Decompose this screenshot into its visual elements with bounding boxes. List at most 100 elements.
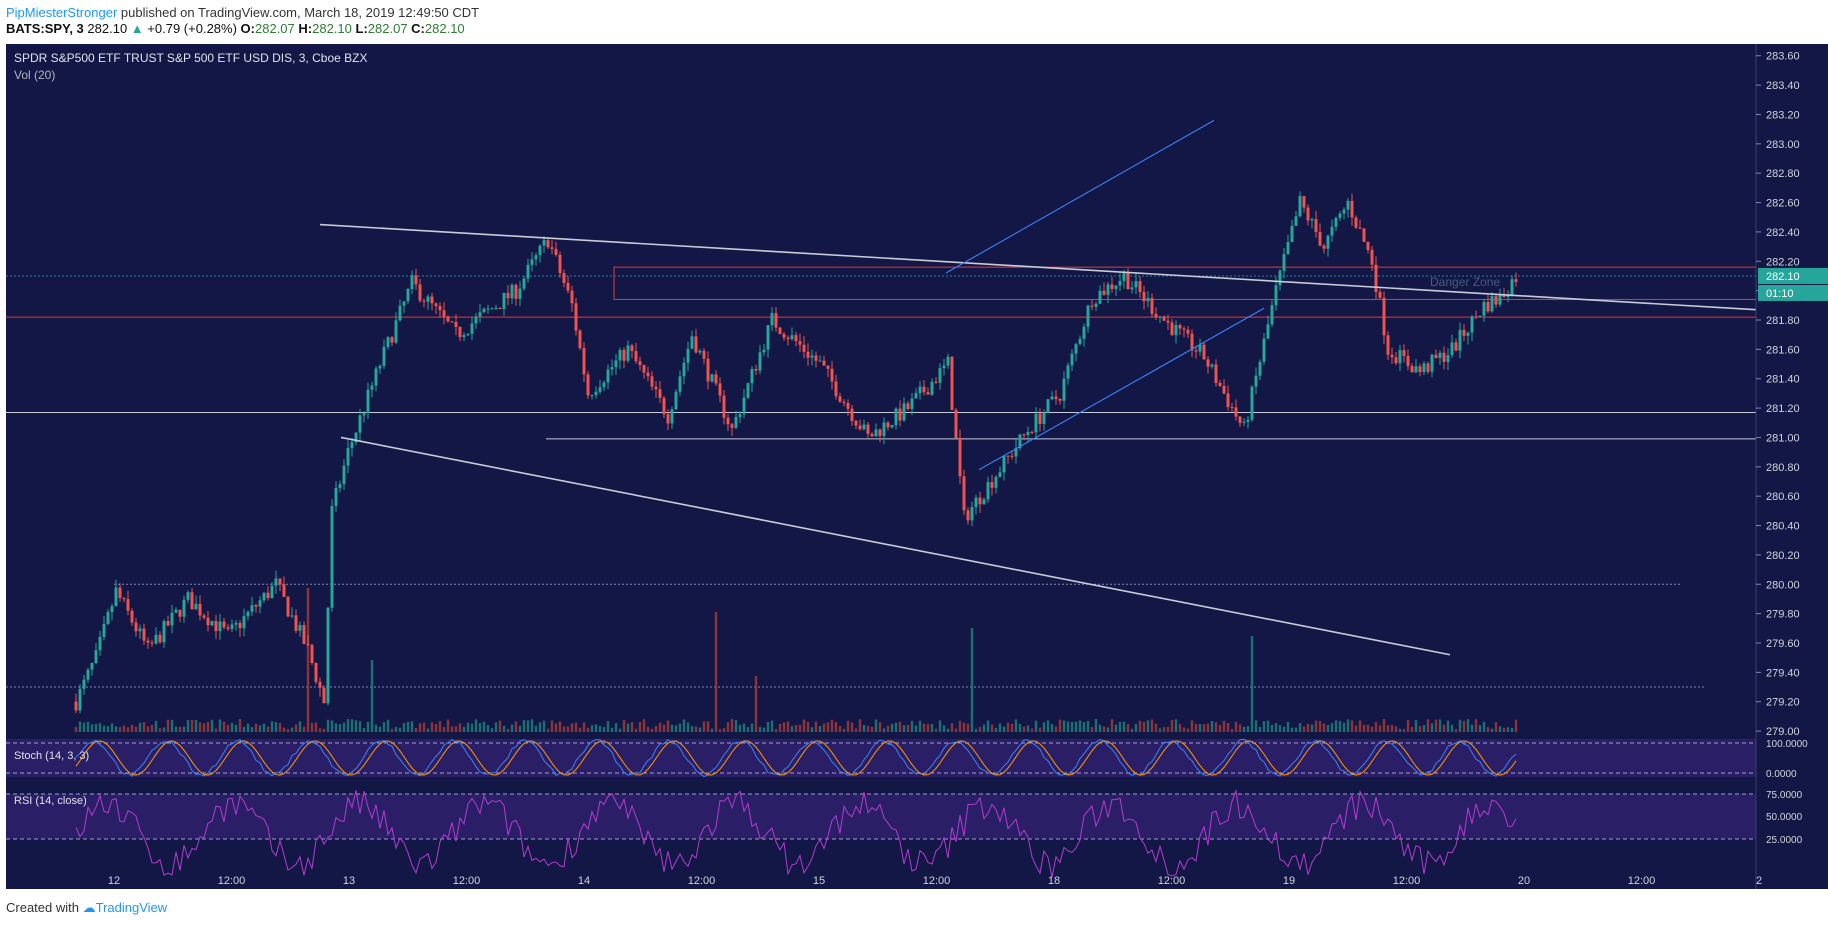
volume-bar: [766, 721, 770, 732]
candle-body: [370, 385, 374, 390]
change-value: +0.79 (+0.28%): [147, 21, 237, 36]
candle-body: [1266, 324, 1270, 339]
volume-bar: [370, 660, 374, 732]
candle-body: [1038, 413, 1042, 424]
volume-bar: [898, 721, 902, 732]
author-link[interactable]: PipMiesterStronger: [6, 5, 118, 20]
chart-svg[interactable]: 283.60 283.40 283.20 283.00 282.80 282.60 282.…: [6, 44, 1828, 889]
volume-bar: [1362, 724, 1366, 732]
candle-body: [1274, 285, 1278, 306]
candle-body: [1350, 200, 1354, 218]
candle-body: [206, 617, 210, 626]
candle-body: [126, 599, 130, 611]
ohlc-bar: BATS:SPY, 3 282.10 ▲ +0.79 (+0.28%) O:28…: [6, 21, 465, 36]
lower-trendline: [340, 436, 1451, 656]
candle-body: [682, 362, 686, 377]
candle-body: [1514, 279, 1518, 282]
volume-bar: [926, 723, 930, 732]
candle-body: [522, 278, 526, 289]
candle-body: [1354, 217, 1358, 228]
volume-bar: [338, 724, 342, 732]
candle-body: [630, 345, 634, 352]
time-tick-label: 12: [108, 875, 120, 887]
time-tick-label: 14: [578, 875, 590, 887]
volume-bar: [266, 726, 270, 732]
candle-body: [710, 374, 714, 382]
candle-body: [910, 398, 914, 410]
stoch-k-line: [75, 738, 1517, 778]
volume-bar: [390, 728, 394, 732]
volume-bar: [550, 720, 554, 732]
candle-body: [426, 296, 430, 302]
candle-body: [398, 305, 402, 321]
candle-body: [578, 330, 582, 349]
volume-bar: [906, 724, 910, 732]
volume-bar: [1406, 719, 1410, 732]
volume-bar: [246, 723, 250, 732]
volume-bar: [834, 722, 838, 732]
candle-body: [1498, 294, 1502, 305]
volume-bar: [1338, 720, 1342, 732]
volume-bar: [726, 722, 730, 732]
volume-bar: [646, 726, 650, 732]
volume-bar: [534, 725, 538, 732]
candle-body: [1318, 231, 1322, 246]
candle-body: [410, 275, 414, 289]
volume-bar: [118, 727, 122, 732]
volume-bar: [1178, 723, 1182, 732]
candle-body: [842, 401, 846, 404]
open-label: O:: [240, 21, 255, 36]
volume-bar: [762, 727, 766, 732]
volume-bar: [978, 726, 982, 732]
candle-body: [998, 472, 1002, 477]
candle-body: [762, 349, 766, 353]
volume-bar: [326, 719, 330, 732]
candle-body: [502, 292, 506, 309]
candle-body: [726, 417, 730, 425]
candle-body: [1446, 355, 1450, 362]
volume-bar: [530, 719, 534, 732]
volume-bar: [658, 722, 662, 732]
volume-bar: [1094, 719, 1098, 732]
volume-bar: [1110, 719, 1114, 732]
candle-body: [358, 415, 362, 433]
volume-bar: [1310, 724, 1314, 732]
volume-bar: [630, 722, 634, 732]
candle-body: [1342, 209, 1346, 214]
candle-body: [378, 365, 382, 369]
candle-body: [382, 346, 386, 366]
volume-bar: [1082, 721, 1086, 732]
volume-bar: [1046, 720, 1050, 732]
volume-bar: [1294, 727, 1298, 732]
candle-body: [866, 424, 870, 434]
candle-body: [566, 282, 570, 291]
candle-body: [898, 408, 902, 421]
candle-body: [986, 482, 990, 500]
volume-bar: [986, 720, 990, 732]
candle-body: [1102, 290, 1106, 295]
volume-bar: [1230, 728, 1234, 732]
volume-bar: [778, 723, 782, 732]
candle-body: [1146, 298, 1150, 302]
volume-bar: [786, 721, 790, 732]
tradingview-link[interactable]: TradingView: [95, 900, 168, 915]
volume-bar: [270, 721, 274, 732]
volume-bar: [1014, 719, 1018, 732]
volume-bar: [914, 725, 918, 732]
candle-body: [170, 612, 174, 626]
volume-bar: [1466, 719, 1470, 732]
chart-area[interactable]: 283.60 283.40 283.20 283.00 282.80 282.60 282.…: [6, 44, 1828, 889]
candle-body: [90, 662, 94, 670]
price-tick-label: 283.20: [1766, 109, 1800, 121]
candle-body: [178, 609, 182, 617]
volume-bar: [126, 727, 130, 732]
candle-body: [1370, 249, 1374, 265]
candle-body: [86, 669, 90, 680]
price-tick-label: 279.20: [1766, 697, 1800, 709]
candle-body: [1130, 287, 1134, 290]
candle-body: [746, 383, 750, 398]
volume-bar: [142, 722, 146, 732]
volume-bar: [286, 728, 290, 732]
candle-body: [982, 499, 986, 505]
candle-body: [374, 368, 378, 386]
